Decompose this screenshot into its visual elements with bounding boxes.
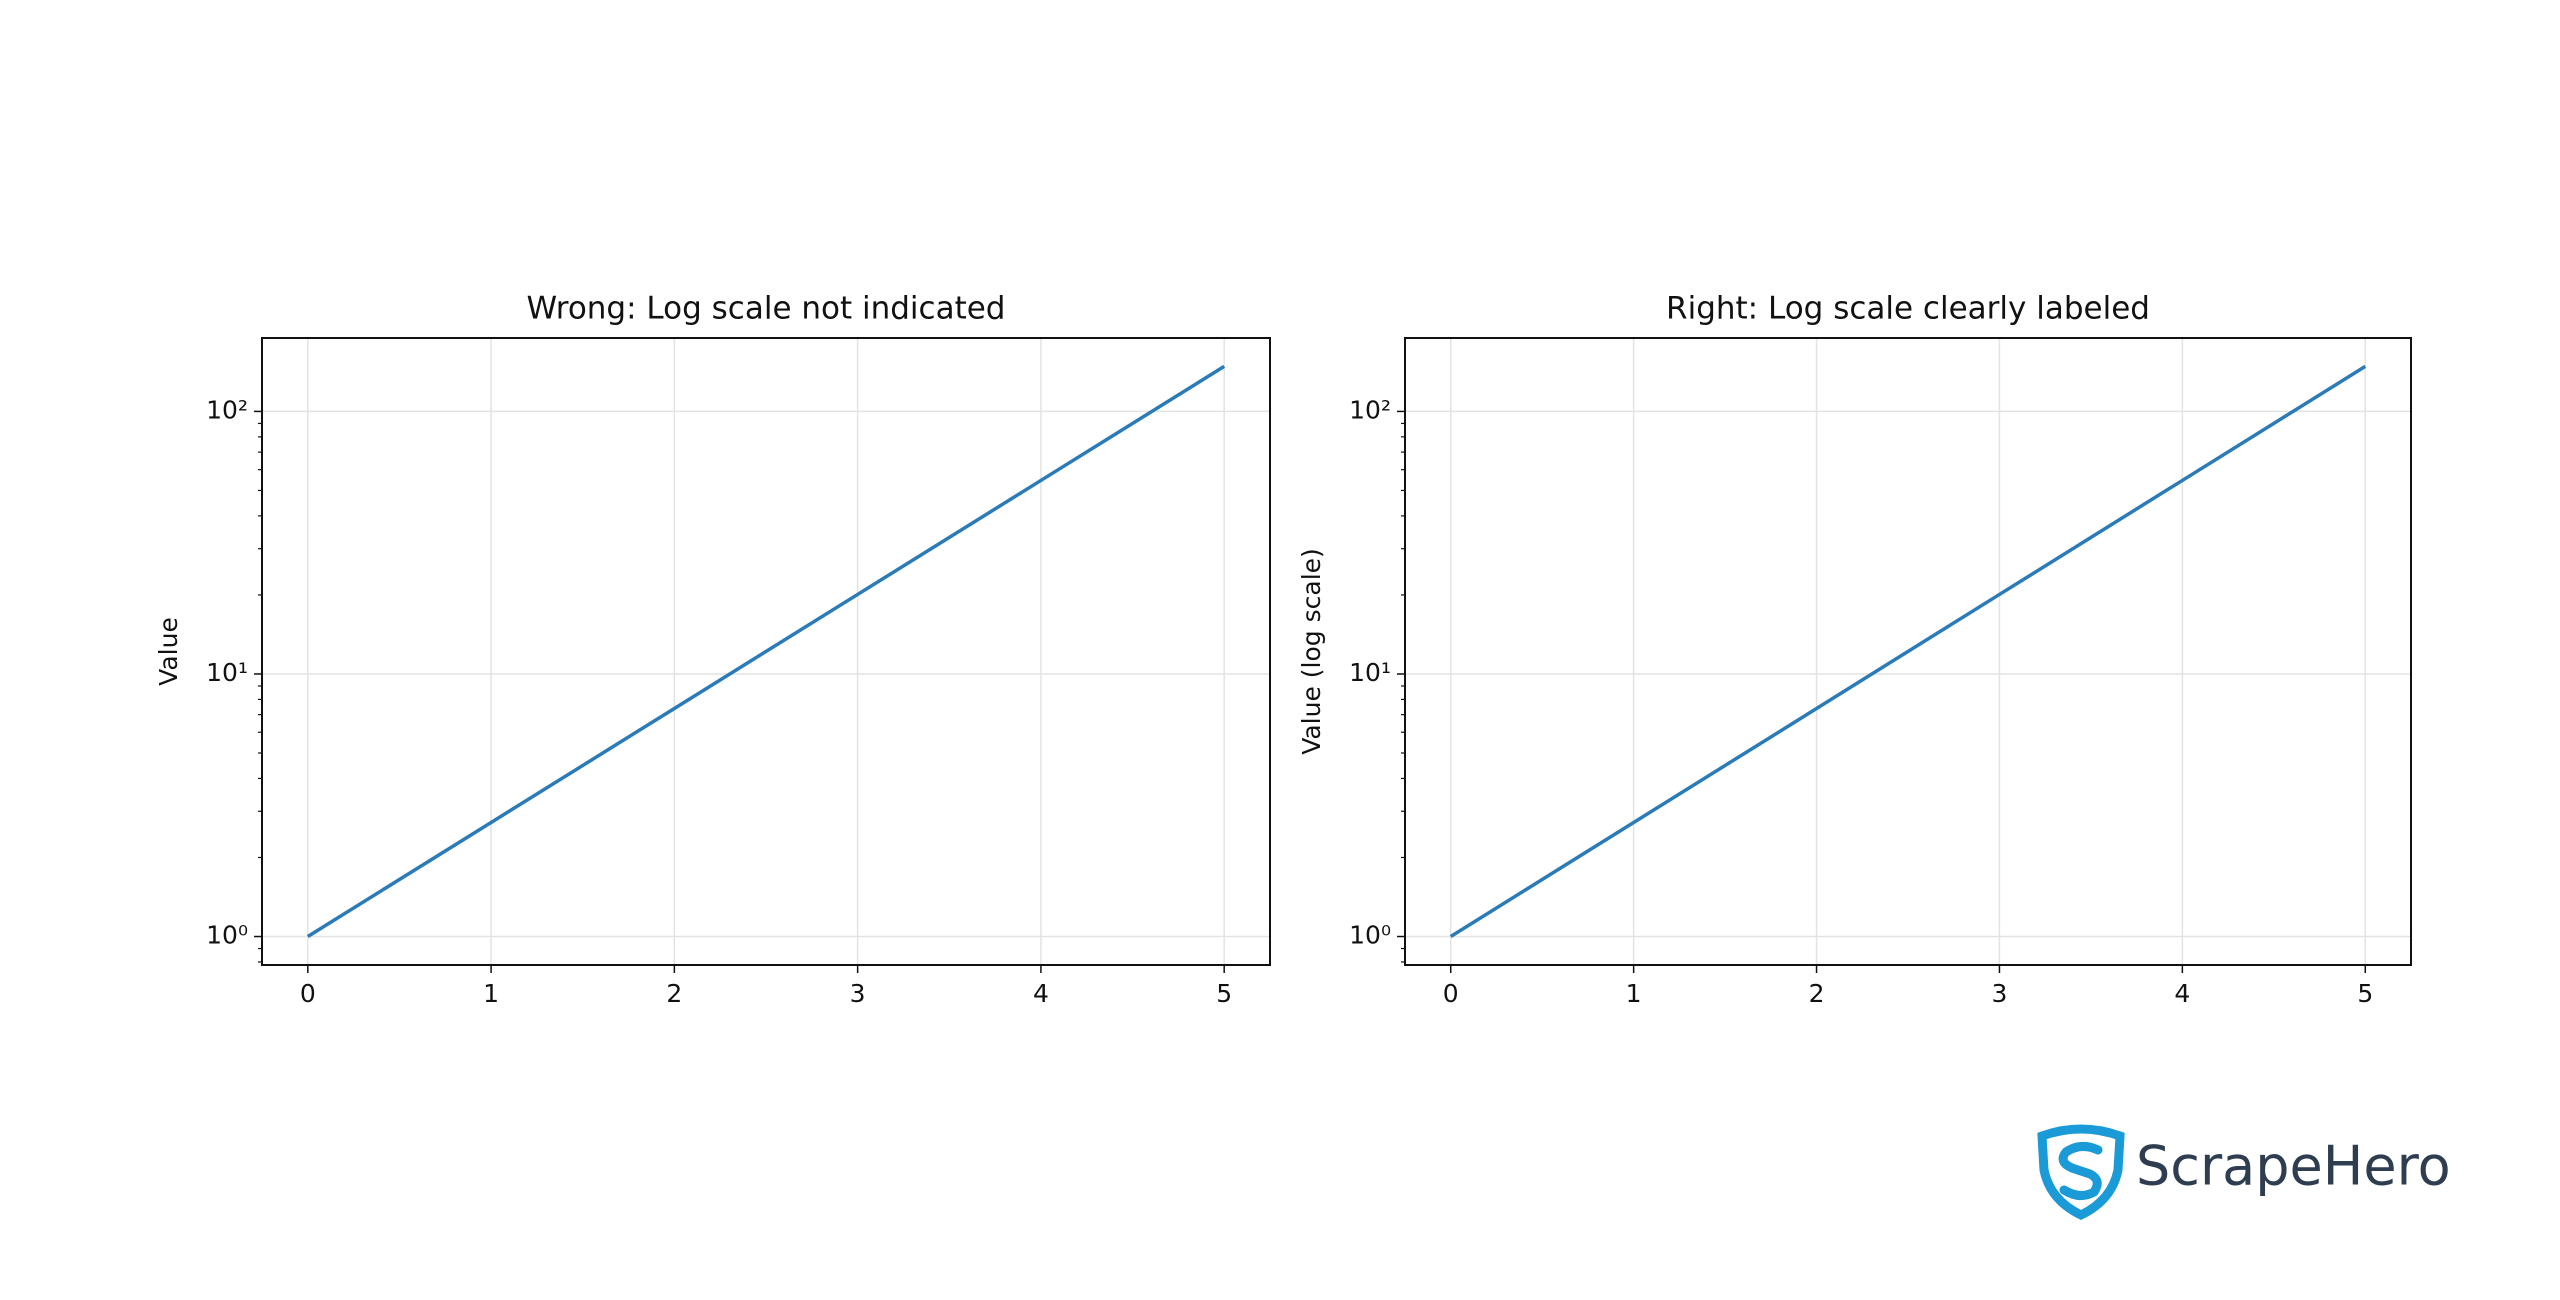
x-tick-label: 2	[1809, 979, 1825, 1008]
x-tick-label: 5	[2357, 979, 2373, 1008]
y-tick-label: 10⁰	[1349, 921, 1391, 950]
x-tick-label: 2	[666, 979, 682, 1008]
chart: Right: Log scale clearly labeled Value (l…	[1297, 291, 2412, 1008]
x-tick-label: 4	[2174, 979, 2190, 1008]
x-tick-label: 3	[1992, 979, 2008, 1008]
chart: Wrong: Log scale not indicated Value 0 1 2 3 4…	[154, 291, 1271, 1008]
data-line	[306, 364, 1226, 939]
y-axis-label: Value (log scale)	[1297, 548, 1326, 755]
chart-title: Wrong: Log scale not indicated	[527, 291, 1006, 327]
y-tick-label: 10²	[1349, 395, 1391, 424]
y-tick-label: 10⁰	[206, 921, 248, 950]
logo-shield	[2037, 1124, 2125, 1220]
axes-frame	[261, 337, 1271, 966]
y-tick-label: 10¹	[206, 658, 248, 687]
x-tick-label: 1	[483, 979, 499, 1008]
chart-title: Right: Log scale clearly labeled	[1666, 291, 2150, 327]
x-tick-label: 3	[850, 979, 866, 1008]
x-tick-label: 0	[1443, 979, 1459, 1008]
y-tick-label: 10²	[206, 395, 248, 424]
logo: ScrapeHero	[2037, 1124, 2451, 1220]
logo-s	[2058, 1142, 2103, 1200]
x-tick-label: 5	[1216, 979, 1232, 1008]
data-line	[1449, 364, 2367, 939]
logo-text: ScrapeHero	[2136, 1135, 2451, 1198]
x-tick-label: 4	[1033, 979, 1049, 1008]
axes-frame	[1404, 337, 2412, 966]
x-tick-label: 0	[300, 979, 316, 1008]
y-axis-label: Value	[154, 617, 183, 686]
y-tick-label: 10¹	[1349, 658, 1391, 687]
x-tick-label: 1	[1626, 979, 1642, 1008]
